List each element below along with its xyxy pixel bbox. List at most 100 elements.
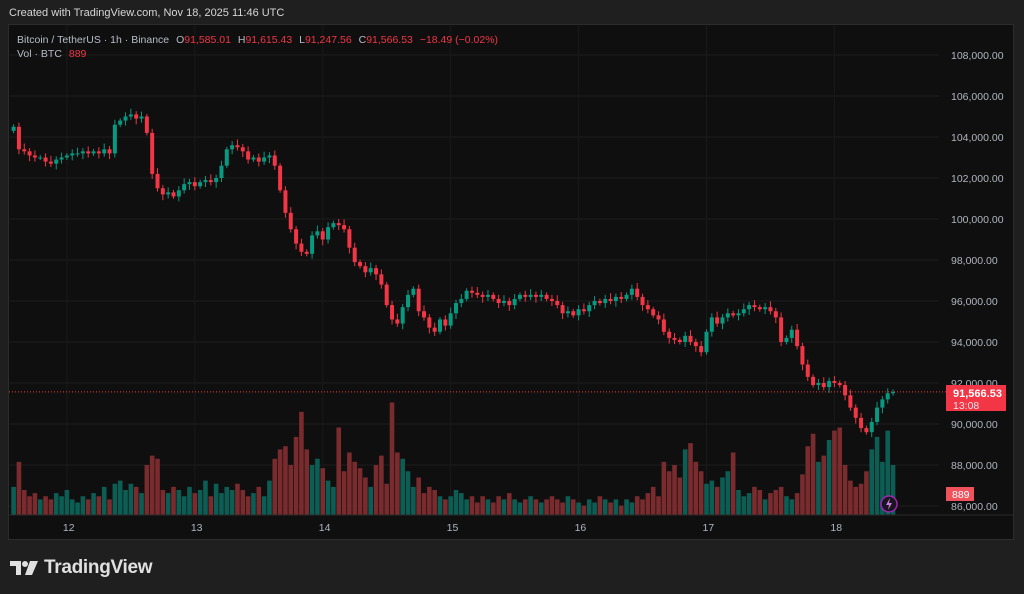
candle [256, 153, 261, 167]
candle [379, 269, 384, 289]
candle [54, 156, 59, 170]
volume-bar [688, 443, 693, 515]
candle [299, 238, 304, 256]
candle [443, 315, 448, 331]
close-prefix: C [358, 34, 367, 46]
candle [784, 335, 789, 345]
candle [805, 359, 810, 381]
volume-bar [714, 486, 720, 515]
candle [539, 289, 544, 301]
candle [320, 228, 325, 246]
volume-bar [133, 486, 139, 515]
volume-bar [880, 461, 885, 515]
candle [651, 306, 656, 318]
candle [688, 330, 693, 346]
symbol-title[interactable]: Bitcoin / TetherUS · 1h · Binance [17, 34, 170, 46]
candle [219, 160, 224, 183]
volume-bar [101, 486, 107, 515]
candle [827, 377, 832, 393]
candle [779, 312, 784, 347]
candle [672, 332, 677, 345]
candle [134, 111, 139, 125]
candlestick-chart[interactable]: 108,000.00 106,000.00 104,000.00 102,000.00… [9, 25, 1013, 539]
lightning-alert-icon[interactable] [880, 495, 898, 513]
volume-bar [400, 458, 405, 515]
volume-bar [773, 490, 779, 515]
volume-bar [629, 502, 635, 515]
volume-bar [805, 446, 811, 515]
x-tick-label: 18 [830, 522, 842, 534]
volume-bar [858, 483, 864, 515]
x-tick-label: 16 [575, 522, 587, 534]
volume-bar [560, 502, 565, 515]
close-value: 91,566.53 [366, 34, 413, 46]
volume-bar [570, 499, 576, 515]
volume-bar [443, 499, 448, 515]
volume-bar [267, 480, 272, 515]
volume-bar [416, 477, 421, 515]
candle [853, 404, 858, 424]
volume-bar [666, 471, 672, 515]
candle [571, 308, 576, 318]
candle [576, 305, 581, 321]
volume-bar [224, 486, 230, 515]
volume-bar [384, 483, 389, 515]
candle [75, 147, 80, 157]
volume-bar [128, 483, 134, 515]
volume-bar [379, 455, 384, 515]
candle [480, 291, 485, 303]
volume-bar [800, 474, 805, 515]
volume-bar [293, 436, 299, 515]
volume-bar [853, 486, 859, 515]
volume-bar [288, 465, 294, 515]
candle [246, 146, 251, 164]
volume-bar [709, 480, 715, 515]
candle [752, 300, 757, 312]
volume-bar [43, 496, 48, 515]
volume-bar [85, 499, 91, 515]
volume-bar [885, 430, 891, 515]
candle [597, 298, 602, 306]
candle [32, 150, 37, 162]
candle [171, 189, 176, 199]
volume-bar [549, 496, 555, 515]
candle [565, 306, 570, 318]
candle [198, 179, 203, 189]
volume-bar [155, 458, 160, 515]
candle [294, 225, 299, 250]
candle [736, 309, 741, 321]
volume-bar [405, 471, 411, 515]
candle [128, 108, 133, 120]
volume-bar [576, 502, 581, 515]
candle [640, 293, 645, 311]
volume-bar [229, 490, 235, 515]
candle [182, 178, 187, 194]
volume-bar [59, 496, 64, 515]
volume-value: 889 [68, 48, 87, 60]
volume-bar [869, 449, 875, 515]
volume-bar [235, 483, 240, 515]
low-prefix: L [299, 34, 305, 46]
candle [358, 259, 363, 269]
candle [112, 119, 117, 158]
volume-bar [96, 496, 102, 515]
x-tick-label: 13 [191, 522, 203, 534]
candle [459, 294, 464, 308]
y-tick-label: 86,000.00 [951, 501, 998, 513]
candle [549, 294, 554, 306]
candle [406, 289, 411, 312]
candle [885, 388, 890, 404]
volume-bar [784, 496, 789, 515]
volume-bar [277, 449, 283, 515]
candle [795, 323, 800, 350]
volume-bar [842, 465, 848, 515]
candle [64, 152, 69, 160]
volume-bar [501, 499, 507, 515]
candle [693, 338, 698, 352]
chart-panel[interactable]: 108,000.00 106,000.00 104,000.00 102,000.00… [8, 24, 1014, 540]
candle [384, 282, 389, 308]
candle [187, 178, 192, 190]
volume-bar [677, 477, 683, 515]
volume-bar [864, 471, 869, 515]
volume-bar [187, 486, 192, 515]
